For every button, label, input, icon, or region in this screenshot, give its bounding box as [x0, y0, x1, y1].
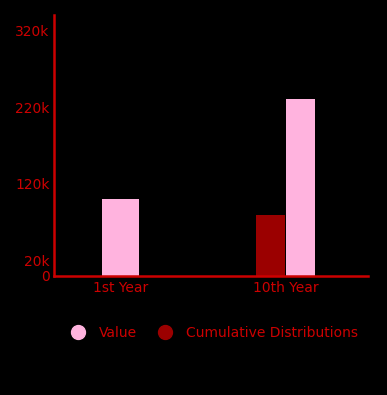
Bar: [102, 199, 139, 276]
Legend: Value, Cumulative Distributions: Value, Cumulative Distributions: [58, 320, 365, 347]
Bar: [286, 100, 315, 276]
Bar: [256, 214, 285, 276]
